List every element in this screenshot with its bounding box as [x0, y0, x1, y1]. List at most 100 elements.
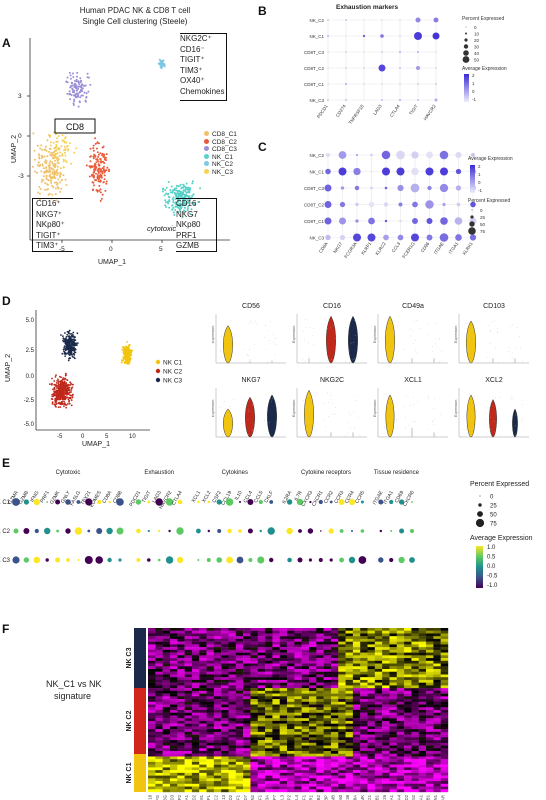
cell-point — [103, 154, 106, 157]
cell-point — [64, 136, 67, 139]
cell-point — [182, 192, 185, 194]
heatmap-cell — [206, 712, 215, 716]
heatmap-cell — [148, 696, 156, 700]
heatmap-cell — [396, 685, 405, 689]
heatmap-cell — [265, 737, 273, 741]
heatmap-cell — [279, 660, 288, 664]
heatmap-cell — [338, 690, 346, 694]
violin-point — [435, 434, 437, 436]
cell-point — [59, 151, 62, 154]
heatmap-cell — [418, 786, 427, 790]
heatmap-cell — [440, 669, 449, 672]
violin-point — [387, 395, 389, 397]
violin-point — [404, 406, 406, 407]
cell-point — [58, 154, 61, 157]
violin-point — [313, 328, 315, 330]
heatmap-cell — [155, 740, 163, 743]
cell-point — [49, 170, 52, 173]
cell-point — [54, 376, 57, 378]
expression-dot — [411, 233, 419, 242]
heatmap-cell — [279, 783, 288, 787]
heatmap-cell — [382, 633, 390, 637]
heatmap-cell — [345, 772, 354, 776]
heatmap-cell — [272, 677, 280, 681]
cell-point — [105, 180, 108, 183]
group-label: Cytokines — [222, 470, 248, 476]
expression-dot — [397, 234, 404, 241]
heatmap-cell — [250, 682, 258, 686]
heatmap-cell — [221, 671, 229, 675]
heatmap-cell — [418, 636, 427, 640]
cell-point — [51, 377, 53, 380]
violin-point — [348, 432, 349, 434]
expression-dot — [379, 529, 382, 533]
legend-swatch — [155, 368, 161, 374]
gene-label: TIGIT — [408, 104, 419, 116]
heatmap-cell — [206, 688, 215, 692]
heatmap-cell — [433, 775, 441, 779]
heatmap-cell — [433, 647, 441, 651]
heatmap-cell — [169, 734, 178, 738]
violin-point — [508, 347, 510, 348]
heatmap-cell — [235, 786, 244, 790]
row-label: CD8T_C3 — [304, 50, 325, 55]
heatmap-cell — [257, 693, 266, 697]
signature-label-line2: signature — [54, 691, 92, 701]
heatmap-cell — [279, 751, 288, 754]
heatmap-cell — [206, 693, 215, 697]
cell-point — [73, 151, 76, 154]
cell-point — [32, 132, 35, 135]
heatmap-cell — [155, 710, 163, 713]
heatmap-cell — [294, 628, 302, 631]
heatmap-cell — [213, 751, 222, 754]
heatmap-cell — [323, 764, 332, 768]
heatmap-cell — [213, 704, 222, 708]
heatmap-cell — [367, 655, 376, 659]
heatmap-cell — [265, 647, 273, 651]
heatmap-cell — [162, 696, 171, 700]
cell-point — [72, 94, 75, 97]
heatmap-cell — [213, 641, 222, 645]
heatmap-cell — [374, 677, 383, 681]
cell-point — [52, 392, 55, 395]
heatmap-cell — [294, 786, 302, 790]
cell-point — [73, 349, 76, 352]
heatmap-cell — [323, 742, 332, 746]
heatmap-cell — [345, 726, 354, 730]
heatmap-cell — [148, 734, 156, 738]
heatmap-cell — [279, 764, 288, 768]
heatmap-cell — [389, 756, 397, 760]
expression-dot — [158, 529, 161, 533]
heatmap-cell — [360, 685, 368, 689]
heatmap-cell — [155, 638, 163, 642]
heatmap-cell — [433, 726, 441, 730]
heatmap-cell — [433, 628, 441, 631]
cell-point — [182, 183, 185, 186]
size-legend-dot — [479, 495, 481, 497]
heatmap-cell — [155, 718, 163, 722]
heatmap-cell — [301, 767, 310, 771]
heatmap-cell — [433, 690, 441, 694]
heatmap-cell — [257, 641, 266, 645]
heatmap-cell — [169, 781, 178, 784]
heatmap-cell — [330, 649, 339, 653]
gene-label: STMN1 — [433, 794, 438, 800]
expression-dot — [389, 557, 394, 563]
cell-point — [180, 203, 183, 206]
heatmap-cell — [279, 707, 288, 711]
heatmap-cell — [360, 641, 368, 645]
violin-point — [348, 323, 349, 324]
cell-point — [79, 96, 82, 99]
heatmap-cell — [411, 772, 419, 776]
heatmap-cell — [338, 783, 346, 787]
heatmap-cell — [148, 644, 156, 648]
marker-label: OX40⁺ — [180, 76, 205, 85]
cell-point — [58, 148, 61, 151]
expression-dot — [399, 83, 401, 85]
gene-label: KLRF1 — [257, 794, 262, 800]
heatmap-cell — [221, 718, 229, 722]
heatmap-cell — [418, 663, 427, 667]
heatmap-cell — [374, 751, 383, 754]
expression-dot — [339, 201, 346, 208]
heatmap-cell — [338, 734, 346, 738]
